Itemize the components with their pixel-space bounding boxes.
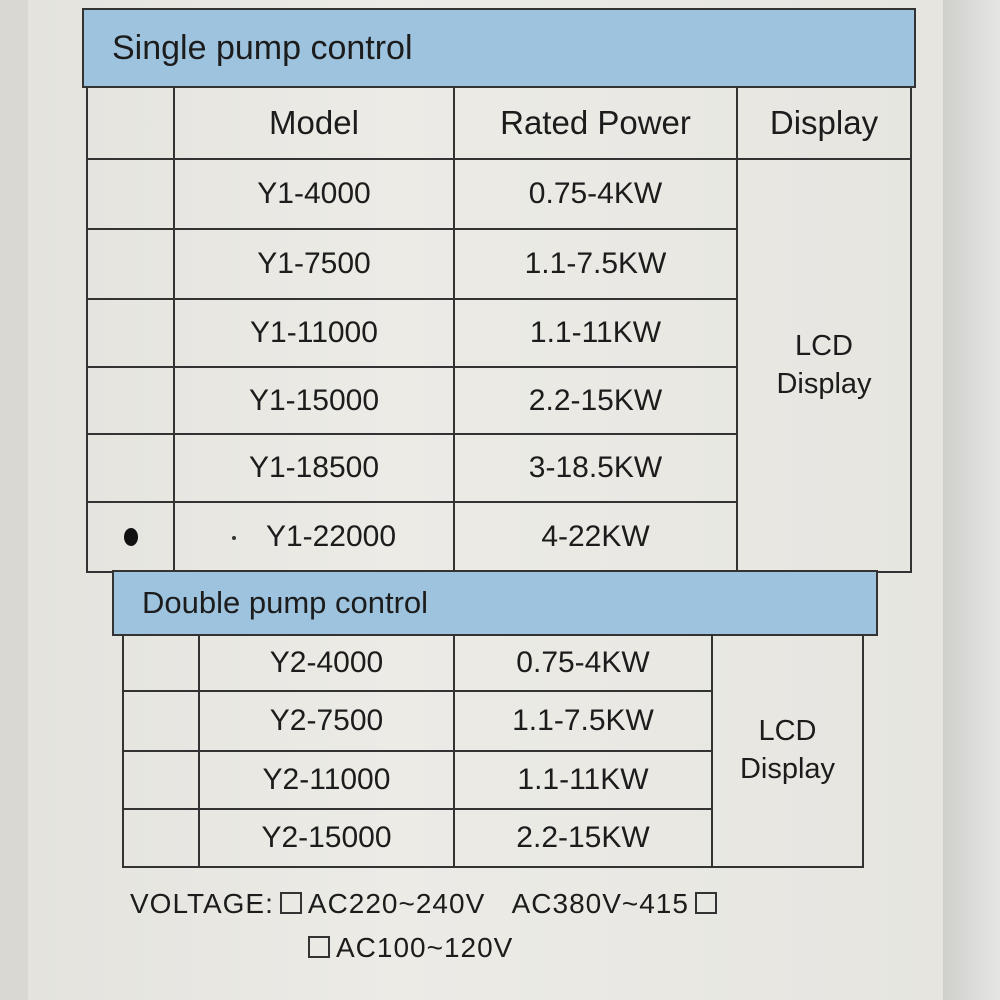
power-cell: 1.1-11KW (453, 298, 738, 368)
single-pump-header: Single pump control (82, 8, 916, 88)
model-cell: Y1-15000 (173, 366, 455, 435)
table-row: Y1-18500 3-18.5KW (86, 433, 911, 503)
table-row: Y2-7500 1.1-7.5KW (122, 690, 863, 752)
model-cell: Y2-4000 (198, 634, 455, 692)
table-row: Y1-4000 0.75-4KW LCD Display (86, 158, 912, 573)
table-row: Y2-11000 1.1-11KW (122, 750, 863, 810)
header-power: Rated Power (453, 86, 738, 160)
model-cell: Y1-18500 (173, 433, 455, 503)
checkbox-icon (279, 892, 302, 914)
voltage-label: VOLTAGE: (130, 888, 274, 919)
dot-mark (123, 528, 138, 546)
model-cell: Y1-7500 (173, 228, 455, 300)
table-row: Y1-15000 2.2-15KW (86, 366, 911, 435)
table-row: Y2-15000 2.2-15KW (122, 808, 863, 868)
selected-marker (86, 501, 175, 573)
power-cell: 4-22KW (453, 501, 738, 573)
checkbox-icon (308, 936, 330, 958)
model-cell: Y1-4000 (173, 158, 455, 230)
double-pump-header: Double pump control (112, 570, 878, 636)
header-display: Display (736, 86, 912, 160)
model-cell: Y2-7500 (198, 690, 455, 752)
power-cell: 2.2-15KW (453, 366, 738, 435)
power-cell: 2.2-15KW (453, 808, 713, 868)
model-cell: Y1-22000 (173, 501, 455, 573)
model-cell: Y2-15000 (198, 808, 455, 868)
display-cell: LCD Display (736, 158, 912, 573)
voltage-option: AC220~240V (307, 888, 486, 919)
single-pump-table: Model Rated Power Display Y1-4000 0.75-4K… (86, 86, 912, 573)
table-row: Y1-7500 1.1-7.5KW (86, 228, 911, 300)
section-title: Double pump control (142, 585, 429, 620)
table-row: Y1-11000 1.1-11KW (86, 298, 911, 368)
double-pump-table: Y2-4000 0.75-4KW LCD Display Y2-7500 1.1-7.… (122, 634, 864, 868)
section-title: Single pump control (112, 28, 413, 67)
voltage-option: AC380V~415 (511, 888, 689, 919)
header-blank (86, 86, 175, 160)
box-edge (943, 0, 1000, 1000)
display-cell: LCD Display (711, 634, 864, 868)
power-cell: 1.1-7.5KW (453, 690, 713, 752)
table-row: Y1-22000 4-22KW (86, 501, 911, 573)
header-model: Model (173, 86, 455, 160)
voltage-option: AC100~120V (336, 932, 514, 963)
power-cell: 1.1-7.5KW (453, 228, 738, 300)
power-cell: 0.75-4KW (453, 634, 713, 692)
voltage-line-2: AC100~120V (302, 932, 513, 964)
checkbox-icon (694, 892, 717, 914)
power-cell: 1.1-11KW (453, 750, 713, 810)
power-cell: 0.75-4KW (453, 158, 738, 230)
model-cell: Y1-11000 (173, 298, 455, 368)
table-row: Y2-4000 0.75-4KW LCD Display (122, 634, 864, 868)
model-cell: Y2-11000 (198, 750, 455, 810)
power-cell: 3-18.5KW (453, 433, 738, 503)
voltage-line-1: VOLTAGE: AC220~240V AC380V~415 (130, 888, 723, 920)
